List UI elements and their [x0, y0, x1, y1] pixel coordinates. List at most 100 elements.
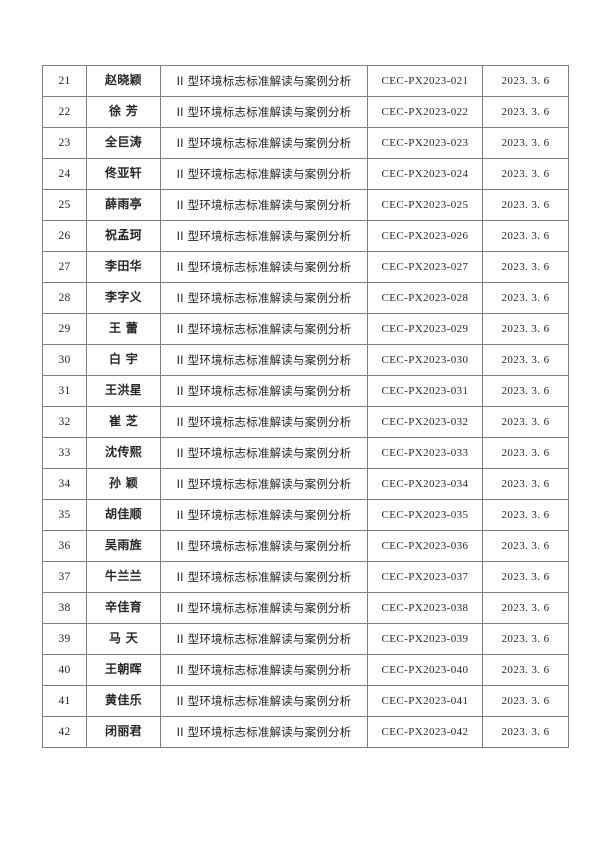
participant-name-cell: 吴雨旌 [86, 530, 161, 562]
course-title-cell: II 型环境标志标准解读与案例分析 [160, 96, 368, 128]
participant-name-cell: 薛雨亭 [86, 189, 161, 221]
sequence-number-cell: 29 [42, 313, 87, 345]
course-title-cell: II 型环境标志标准解读与案例分析 [160, 468, 368, 500]
sequence-number-cell: 34 [42, 468, 87, 500]
certificate-number-cell: CEC-PX2023-034 [367, 468, 483, 500]
table-row: 27 李田华 II 型环境标志标准解读与案例分析 CEC-PX2023-027 2023… [42, 251, 569, 283]
table-row: 40 王朝晖 II 型环境标志标准解读与案例分析 CEC-PX2023-040 2023… [42, 654, 569, 686]
participant-name-cell: 赵晓颖 [86, 65, 161, 97]
course-title-cell: II 型环境标志标准解读与案例分析 [160, 65, 368, 97]
table-row: 36 吴雨旌 II 型环境标志标准解读与案例分析 CEC-PX2023-036 2023… [42, 530, 569, 562]
sequence-number-cell: 30 [42, 344, 87, 376]
course-title-cell: II 型环境标志标准解读与案例分析 [160, 499, 368, 531]
sequence-number-cell: 26 [42, 220, 87, 252]
course-title-cell: II 型环境标志标准解读与案例分析 [160, 437, 368, 469]
table-row: 30 白 宇 II 型环境标志标准解读与案例分析 CEC-PX2023-030 2023… [42, 344, 569, 376]
participant-name-cell: 胡佳顺 [86, 499, 161, 531]
sequence-number-cell: 25 [42, 189, 87, 221]
issue-date-cell: 2023. 3. 6 [482, 189, 569, 221]
issue-date-cell: 2023. 3. 6 [482, 499, 569, 531]
participant-name-cell: 佟亚轩 [86, 158, 161, 190]
course-title-cell: II 型环境标志标准解读与案例分析 [160, 685, 368, 717]
table-row: 33 沈传熙 II 型环境标志标准解读与案例分析 CEC-PX2023-033 2023… [42, 437, 569, 469]
course-title-cell: II 型环境标志标准解读与案例分析 [160, 592, 368, 624]
table-row: 42 闭丽君 II 型环境标志标准解读与案例分析 CEC-PX2023-042 2023… [42, 716, 569, 748]
table-row: 28 李字义 II 型环境标志标准解读与案例分析 CEC-PX2023-028 2023… [42, 282, 569, 314]
certificate-number-cell: CEC-PX2023-030 [367, 344, 483, 376]
participant-name-cell: 马 天 [86, 623, 161, 655]
certificate-number-cell: CEC-PX2023-025 [367, 189, 483, 221]
certificate-number-cell: CEC-PX2023-022 [367, 96, 483, 128]
certificate-number-cell: CEC-PX2023-039 [367, 623, 483, 655]
course-title-cell: II 型环境标志标准解读与案例分析 [160, 623, 368, 655]
table-row: 41 黄佳乐 II 型环境标志标准解读与案例分析 CEC-PX2023-041 2023… [42, 685, 569, 717]
course-title-cell: II 型环境标志标准解读与案例分析 [160, 158, 368, 190]
certificate-number-cell: CEC-PX2023-027 [367, 251, 483, 283]
issue-date-cell: 2023. 3. 6 [482, 251, 569, 283]
table-row: 31 王洪星 II 型环境标志标准解读与案例分析 CEC-PX2023-031 2023… [42, 375, 569, 407]
sequence-number-cell: 41 [42, 685, 87, 717]
sequence-number-cell: 32 [42, 406, 87, 438]
table-row: 24 佟亚轩 II 型环境标志标准解读与案例分析 CEC-PX2023-024 2023… [42, 158, 569, 190]
issue-date-cell: 2023. 3. 6 [482, 437, 569, 469]
sequence-number-cell: 42 [42, 716, 87, 748]
certificate-number-cell: CEC-PX2023-032 [367, 406, 483, 438]
certificate-number-cell: CEC-PX2023-033 [367, 437, 483, 469]
sequence-number-cell: 40 [42, 654, 87, 686]
sequence-number-cell: 35 [42, 499, 87, 531]
sequence-number-cell: 27 [42, 251, 87, 283]
course-title-cell: II 型环境标志标准解读与案例分析 [160, 189, 368, 221]
course-title-cell: II 型环境标志标准解读与案例分析 [160, 530, 368, 562]
participant-name-cell: 祝孟珂 [86, 220, 161, 252]
certificate-number-cell: CEC-PX2023-026 [367, 220, 483, 252]
issue-date-cell: 2023. 3. 6 [482, 127, 569, 159]
table-row: 39 马 天 II 型环境标志标准解读与案例分析 CEC-PX2023-039 2023… [42, 623, 569, 655]
table-row: 34 孙 颖 II 型环境标志标准解读与案例分析 CEC-PX2023-034 2023… [42, 468, 569, 500]
course-title-cell: II 型环境标志标准解读与案例分析 [160, 375, 368, 407]
sequence-number-cell: 39 [42, 623, 87, 655]
certificate-roster-table: 21 赵晓颖 II 型环境标志标准解读与案例分析 CEC-PX2023-021 2023… [42, 65, 569, 748]
certificate-number-cell: CEC-PX2023-021 [367, 65, 483, 97]
sequence-number-cell: 23 [42, 127, 87, 159]
participant-name-cell: 沈传熙 [86, 437, 161, 469]
issue-date-cell: 2023. 3. 6 [482, 406, 569, 438]
course-title-cell: II 型环境标志标准解读与案例分析 [160, 716, 368, 748]
table-row: 29 王 蕾 II 型环境标志标准解读与案例分析 CEC-PX2023-029 2023… [42, 313, 569, 345]
participant-name-cell: 王朝晖 [86, 654, 161, 686]
table-row: 37 牛兰兰 II 型环境标志标准解读与案例分析 CEC-PX2023-037 2023… [42, 561, 569, 593]
participant-name-cell: 全巨涛 [86, 127, 161, 159]
sequence-number-cell: 36 [42, 530, 87, 562]
issue-date-cell: 2023. 3. 6 [482, 654, 569, 686]
participant-name-cell: 白 宇 [86, 344, 161, 376]
issue-date-cell: 2023. 3. 6 [482, 685, 569, 717]
certificate-number-cell: CEC-PX2023-036 [367, 530, 483, 562]
issue-date-cell: 2023. 3. 6 [482, 65, 569, 97]
sequence-number-cell: 28 [42, 282, 87, 314]
sequence-number-cell: 31 [42, 375, 87, 407]
table-row: 25 薛雨亭 II 型环境标志标准解读与案例分析 CEC-PX2023-025 2023… [42, 189, 569, 221]
table-body: 21 赵晓颖 II 型环境标志标准解读与案例分析 CEC-PX2023-021 2023… [42, 65, 569, 748]
issue-date-cell: 2023. 3. 6 [482, 530, 569, 562]
issue-date-cell: 2023. 3. 6 [482, 158, 569, 190]
course-title-cell: II 型环境标志标准解读与案例分析 [160, 220, 368, 252]
certificate-number-cell: CEC-PX2023-028 [367, 282, 483, 314]
certificate-number-cell: CEC-PX2023-038 [367, 592, 483, 624]
participant-name-cell: 闭丽君 [86, 716, 161, 748]
issue-date-cell: 2023. 3. 6 [482, 561, 569, 593]
certificate-number-cell: CEC-PX2023-037 [367, 561, 483, 593]
sequence-number-cell: 22 [42, 96, 87, 128]
participant-name-cell: 王 蕾 [86, 313, 161, 345]
table-row: 32 崔 芝 II 型环境标志标准解读与案例分析 CEC-PX2023-032 2023… [42, 406, 569, 438]
course-title-cell: II 型环境标志标准解读与案例分析 [160, 561, 368, 593]
issue-date-cell: 2023. 3. 6 [482, 716, 569, 748]
issue-date-cell: 2023. 3. 6 [482, 96, 569, 128]
sequence-number-cell: 24 [42, 158, 87, 190]
course-title-cell: II 型环境标志标准解读与案例分析 [160, 344, 368, 376]
certificate-number-cell: CEC-PX2023-040 [367, 654, 483, 686]
issue-date-cell: 2023. 3. 6 [482, 592, 569, 624]
course-title-cell: II 型环境标志标准解读与案例分析 [160, 406, 368, 438]
course-title-cell: II 型环境标志标准解读与案例分析 [160, 282, 368, 314]
certificate-number-cell: CEC-PX2023-035 [367, 499, 483, 531]
sequence-number-cell: 37 [42, 561, 87, 593]
